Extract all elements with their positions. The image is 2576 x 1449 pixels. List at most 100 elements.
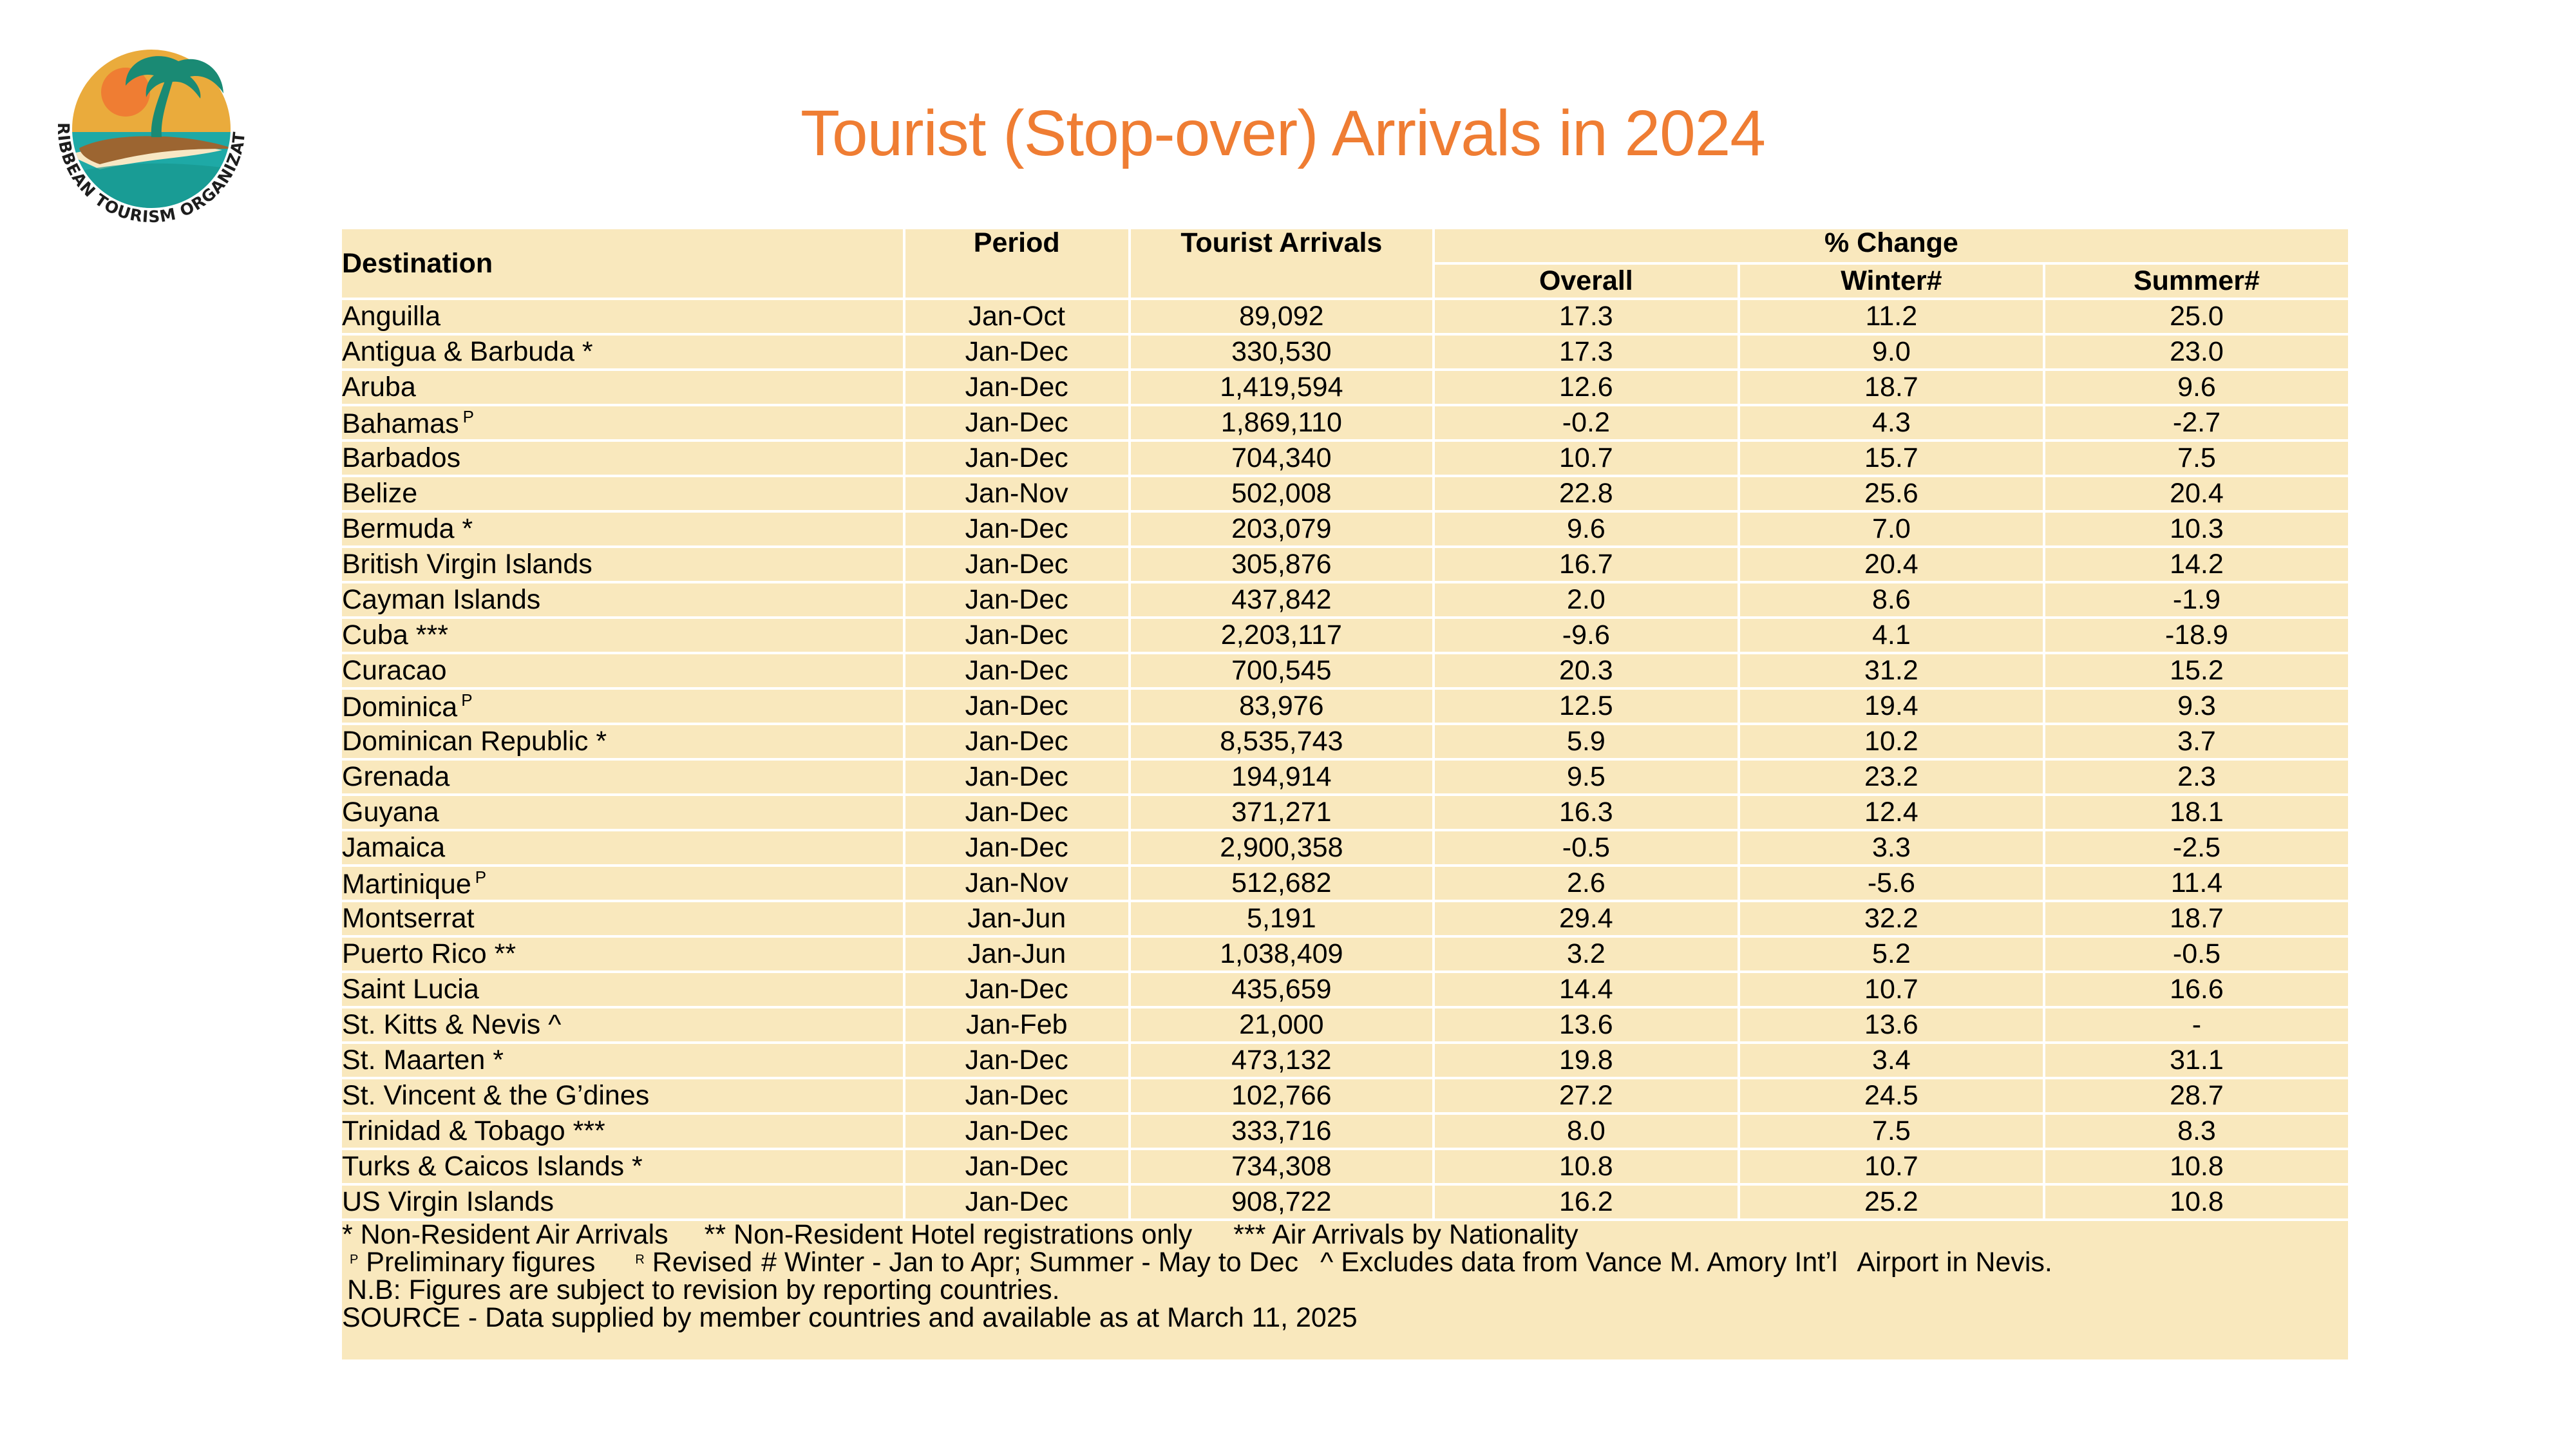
- footnote-preliminary: Preliminary figures: [366, 1247, 596, 1278]
- cell-period: Jan-Dec: [902, 1112, 1131, 1150]
- preliminary-mark: P: [475, 867, 487, 887]
- footnote-air-by-nationality: *** Air Arrivals by Nationality: [1233, 1219, 1578, 1250]
- destination-name: British Virgin Islands: [342, 549, 592, 580]
- sun-shape: [101, 68, 150, 117]
- cell-period: Jan-Dec: [902, 687, 1131, 725]
- table-row: Turks & Caicos Islands * Jan-Dec 734,308…: [339, 1148, 2351, 1186]
- cell-summer: 23.0: [2042, 333, 2351, 371]
- cell-period: Jan-Dec: [902, 439, 1131, 477]
- cell-period: Jan-Dec: [902, 1077, 1131, 1115]
- arrivals-table: Destination Period Tourist Arrivals % Ch…: [339, 227, 2351, 1362]
- table-row: Cuba *** Jan-Dec 2,203,117 -9.6 4.1 -18.…: [339, 616, 2351, 654]
- preliminary-mark: P: [462, 406, 475, 426]
- cell-destination: Curacao: [339, 652, 905, 690]
- table-row: Bermuda * Jan-Dec 203,079 9.6 7.0 10.3: [339, 510, 2351, 548]
- cell-arrivals: 473,132: [1128, 1041, 1435, 1079]
- island-shape: [79, 136, 231, 164]
- cell-destination: Belize: [339, 475, 905, 513]
- cell-period: Jan-Dec: [902, 545, 1131, 583]
- footnote-excludes: ^ Excludes data from Vance M. Amory Int’…: [1320, 1247, 1838, 1278]
- cell-summer: -0.5: [2042, 935, 2351, 973]
- destination-name: Dominica: [342, 691, 458, 723]
- cell-overall: 17.3: [1432, 298, 1740, 336]
- cell-destination: Cayman Islands: [339, 581, 905, 619]
- cell-winter: 10.7: [1737, 1148, 2045, 1186]
- footnotes: * Non-Resident Air Arrivals ** Non-Reside…: [339, 1218, 2351, 1362]
- cell-overall: 13.6: [1432, 1006, 1740, 1044]
- cell-summer: 8.3: [2042, 1112, 2351, 1150]
- cell-overall: -0.5: [1432, 829, 1740, 867]
- footnote-source: SOURCE - Data supplied by member countri…: [342, 1302, 1358, 1333]
- footnote-nb: N.B: Figures are subject to revision by …: [342, 1276, 2348, 1304]
- cell-winter: 11.2: [1737, 298, 2045, 336]
- footnotes-row: * Non-Resident Air Arrivals ** Non-Reside…: [339, 1218, 2351, 1362]
- header-row-1: Destination Period Tourist Arrivals % Ch…: [339, 227, 2351, 300]
- cell-period: Jan-Dec: [902, 793, 1131, 831]
- cell-winter: 3.3: [1737, 829, 2045, 867]
- cell-destination: Dominica P: [339, 687, 905, 725]
- cell-summer: 15.2: [2042, 652, 2351, 690]
- cell-summer: 10.8: [2042, 1183, 2351, 1221]
- cell-summer: 7.5: [2042, 439, 2351, 477]
- cell-arrivals: 502,008: [1128, 475, 1435, 513]
- destination-name: Bahamas: [342, 408, 459, 439]
- cell-winter: 18.7: [1737, 368, 2045, 406]
- cell-destination: Grenada: [339, 758, 905, 796]
- cell-summer: -2.7: [2042, 404, 2351, 442]
- cell-period: Jan-Dec: [902, 1041, 1131, 1079]
- destination-name: Dominican Republic *: [342, 726, 607, 757]
- destination-name: St. Maarten *: [342, 1045, 504, 1075]
- destination-name: Anguilla: [342, 301, 440, 332]
- cell-arrivals: 1,419,594: [1128, 368, 1435, 406]
- cell-arrivals: 2,900,358: [1128, 829, 1435, 867]
- header-destination: Destination: [339, 227, 905, 300]
- header-period: Period: [902, 227, 1131, 300]
- cell-destination: Turks & Caicos Islands *: [339, 1148, 905, 1186]
- cell-period: Jan-Feb: [902, 1006, 1131, 1044]
- destination-name: Turks & Caicos Islands *: [342, 1151, 643, 1182]
- destination-name: Jamaica: [342, 832, 446, 863]
- destination-name: Saint Lucia: [342, 974, 479, 1005]
- preliminary-mark: P: [461, 690, 473, 710]
- cell-arrivals: 371,271: [1128, 793, 1435, 831]
- cell-summer: 18.7: [2042, 900, 2351, 938]
- table-row: Cayman Islands Jan-Dec 437,842 2.0 8.6 -…: [339, 581, 2351, 619]
- header-winter: Winter#: [1737, 262, 2045, 300]
- cell-winter: 7.5: [1737, 1112, 2045, 1150]
- cell-period: Jan-Dec: [902, 616, 1131, 654]
- cell-destination: Puerto Rico **: [339, 935, 905, 973]
- cell-arrivals: 734,308: [1128, 1148, 1435, 1186]
- cell-winter: 25.6: [1737, 475, 2045, 513]
- cell-destination: Bermuda *: [339, 510, 905, 548]
- header-row-2: Overall Winter# Summer#: [341, 262, 2351, 300]
- cell-overall: 19.8: [1432, 1041, 1740, 1079]
- footnote-non-resident-air: * Non-Resident Air Arrivals: [342, 1219, 668, 1250]
- cell-winter: 9.0: [1737, 333, 2045, 371]
- page-title: Tourist (Stop-over) Arrivals in 2024: [0, 97, 2576, 171]
- footnote-excludes-tail: Airport in Nevis.: [1857, 1247, 2052, 1278]
- cell-arrivals: 305,876: [1128, 545, 1435, 583]
- header-overall: Overall: [1432, 262, 1740, 300]
- cell-summer: 10.3: [2042, 510, 2351, 548]
- table-row: Anguilla Jan-Oct 89,092 17.3 11.2 25.0: [339, 298, 2351, 336]
- cell-summer: 11.4: [2042, 864, 2351, 902]
- cell-arrivals: 83,976: [1128, 687, 1435, 725]
- cell-destination: Montserrat: [339, 900, 905, 938]
- cell-summer: -: [2042, 1006, 2351, 1044]
- destination-name: US Virgin Islands: [342, 1186, 554, 1217]
- cell-arrivals: 203,079: [1128, 510, 1435, 548]
- cell-summer: 28.7: [2042, 1077, 2351, 1115]
- cell-summer: 10.8: [2042, 1148, 2351, 1186]
- palm-leaves-shape: [126, 56, 223, 99]
- cell-destination: Guyana: [339, 793, 905, 831]
- table-body: Anguilla Jan-Oct 89,092 17.3 11.2 25.0 A…: [339, 298, 2351, 1221]
- table-row: Bahamas P Jan-Dec 1,869,110 -0.2 4.3 -2.7: [339, 404, 2351, 442]
- cell-overall: 16.7: [1432, 545, 1740, 583]
- table-row: Martinique P Jan-Nov 512,682 2.6 -5.6 11.…: [339, 864, 2351, 902]
- cell-overall: 12.5: [1432, 687, 1740, 725]
- cell-destination: Anguilla: [339, 298, 905, 336]
- cell-destination: Antigua & Barbuda *: [339, 333, 905, 371]
- cell-winter: 25.2: [1737, 1183, 2045, 1221]
- cell-arrivals: 333,716: [1128, 1112, 1435, 1150]
- cell-destination: Bahamas P: [339, 404, 905, 442]
